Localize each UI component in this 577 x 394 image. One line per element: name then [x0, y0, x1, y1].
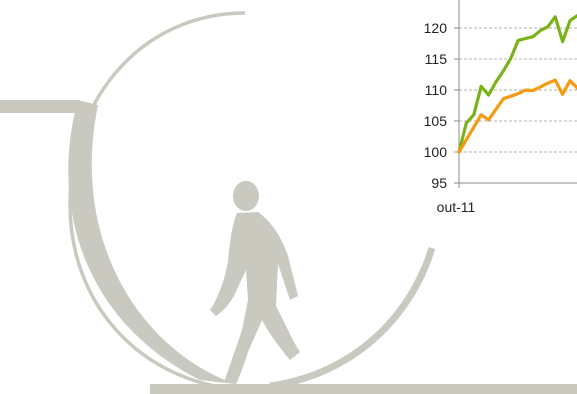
logo-inner-arc: [269, 246, 436, 390]
y-axis-ticks: 95 100 105 110 115 120: [424, 20, 459, 191]
logo-ground-line: [150, 384, 577, 394]
walking-person-in-circle-logo: [0, 11, 577, 394]
line-chart: 95 100 105 110 115 120 out-11: [424, 0, 577, 215]
walking-person-icon: [210, 181, 300, 384]
series-line-2: [457, 78, 577, 154]
x-axis-ticks: out-11: [437, 183, 476, 215]
logo-outer-arc: [68, 11, 246, 392]
y-tick-label: 110: [425, 82, 448, 98]
chart-series: [457, 14, 577, 154]
x-tick-label: out-11: [437, 199, 476, 215]
logo-crescent: [68, 100, 236, 384]
y-tick-label: 100: [424, 144, 448, 160]
logo-left-band: [0, 100, 80, 113]
y-tick-label: 120: [424, 20, 448, 36]
y-tick-label: 105: [424, 113, 448, 129]
series-line-1: [457, 14, 577, 154]
y-tick-label: 115: [425, 51, 448, 67]
y-tick-label: 95: [431, 175, 447, 191]
